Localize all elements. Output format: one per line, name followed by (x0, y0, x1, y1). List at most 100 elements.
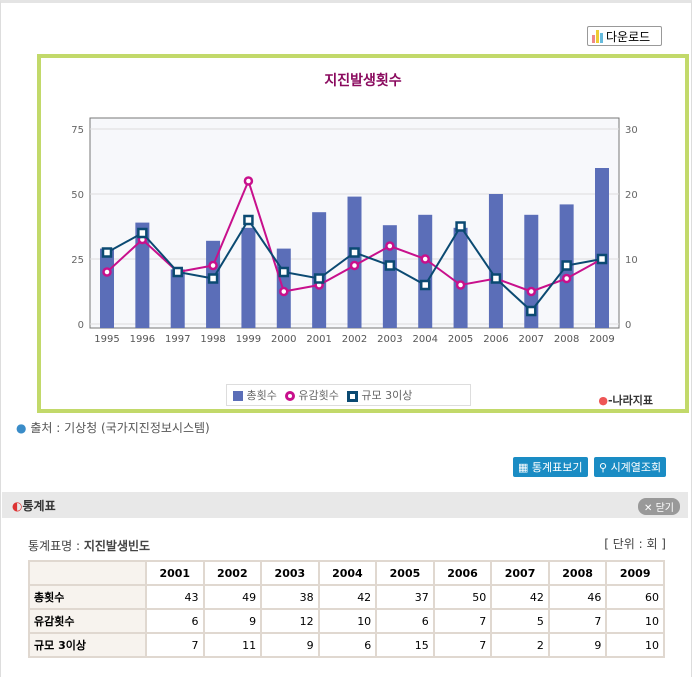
table-cell: 7 (432, 608, 493, 634)
column-header: 2004 (317, 560, 378, 586)
chart-frame: 지진발생횟수 0 25 50 75 0 10 20 30 1995 1996 1997 1998 199… (37, 54, 689, 413)
table-cell: 46 (547, 584, 608, 610)
x-tick-label: 2008 (554, 334, 579, 345)
x-tick-label: 1997 (165, 334, 190, 345)
legend-item-mag3: 규모 3이상 (346, 387, 412, 403)
close-button[interactable]: ✕ 닫기 (638, 498, 680, 515)
table-cell: 9 (260, 632, 320, 658)
table-cell: 11 (202, 632, 263, 658)
table-name: 통계표명 : 지진발생빈도 (28, 539, 151, 553)
bar-total (100, 248, 114, 328)
table-view-button[interactable]: ▦ 통계표보기 (513, 457, 588, 477)
right-tick-label: 0 (625, 320, 631, 331)
left-tick-label: 75 (71, 125, 84, 136)
bar-total (595, 168, 609, 328)
bar-total (382, 225, 397, 328)
table-cell: 10 (317, 608, 378, 634)
table-cell: 37 (375, 584, 435, 610)
x-tick-label: 2003 (377, 334, 402, 345)
table-cell: 60 (605, 584, 665, 610)
corner-cell (28, 560, 147, 586)
point-mag3 (455, 221, 466, 232)
search-icon: ⚲ (599, 460, 611, 474)
column-header: 2002 (202, 560, 263, 586)
point-felt (243, 176, 254, 186)
table-cell: 12 (260, 608, 320, 634)
x-tick-label: 2002 (342, 334, 367, 345)
right-tick-label: 30 (625, 125, 638, 136)
point-felt (420, 254, 430, 264)
x-tick-label: 2007 (519, 334, 544, 345)
right-tick-label: 10 (625, 255, 638, 266)
bar-total (524, 214, 539, 328)
point-felt (279, 286, 289, 297)
table-cell: 6 (375, 608, 435, 634)
bar-total (453, 227, 468, 328)
table-cell: 6 (317, 632, 378, 658)
table-icon: ▦ (518, 460, 532, 474)
point-mag3 (349, 247, 360, 258)
chart-icon (592, 29, 603, 43)
table-cell: 49 (202, 584, 263, 610)
point-felt (526, 286, 537, 297)
table-cell: 9 (547, 632, 608, 658)
legend-item-felt: 유감횟수 (284, 387, 339, 403)
series-view-button[interactable]: ⚲ 시계열조회 (594, 457, 667, 477)
table-cell: 9 (202, 608, 263, 634)
brand-logo: ●-나라지표 (598, 394, 653, 407)
table-cell: 5 (490, 608, 550, 634)
point-felt (385, 241, 395, 251)
table-cell: 43 (145, 584, 205, 610)
point-mag3 (101, 247, 113, 258)
left-tick-label: 50 (71, 190, 84, 201)
unit-label: [ 단위 : 회 ] (604, 537, 666, 551)
table-cell: 7 (145, 632, 205, 658)
chart-title: 지진발생횟수 (324, 73, 402, 89)
x-tick-label: 2005 (448, 334, 473, 345)
x-tick-label: 2001 (306, 334, 331, 345)
table-cell: 10 (605, 632, 665, 658)
point-mag3 (137, 227, 148, 239)
download-button[interactable]: 다운로드 (587, 26, 662, 46)
row-label: 유감횟수 (28, 608, 147, 634)
table-cell: 6 (145, 608, 205, 634)
column-header: 2005 (375, 560, 435, 586)
section-header: ◐통계표 ✕ 닫기 (2, 492, 688, 518)
table-cell: 50 (432, 584, 493, 610)
table-cell: 38 (260, 584, 320, 610)
table-cell: 2 (490, 632, 550, 658)
table-cell: 42 (317, 584, 378, 610)
right-tick-label: 20 (625, 190, 638, 201)
left-tick-label: 0 (78, 320, 84, 331)
legend: 총횟수 유감횟수 규모 3이상 (226, 384, 471, 406)
bar-total (135, 222, 150, 328)
table-cell: 10 (605, 608, 665, 634)
bar-total (312, 212, 327, 328)
point-felt (208, 260, 218, 271)
point-mag3 (278, 266, 290, 278)
point-mag3 (526, 305, 537, 317)
legend-item-total: 총횟수 (233, 387, 277, 403)
table-row: 규모 3이상 7 11 9 6 15 7 2 9 10 (28, 632, 665, 658)
bar-total (488, 194, 503, 328)
point-mag3 (596, 253, 608, 265)
source-text: ● 출처 : 기상청 (국가지진정보시스템) (16, 421, 210, 435)
point-mag3 (313, 273, 325, 284)
point-mag3 (172, 266, 183, 278)
left-tick-label: 25 (71, 255, 84, 266)
x-tick-label: 1995 (94, 334, 119, 345)
x-tick-label: 1998 (200, 334, 225, 345)
column-header: 2003 (260, 560, 320, 586)
column-header: 2009 (605, 560, 665, 586)
download-label: 다운로드 (606, 29, 651, 44)
section-title: ◐통계표 (12, 499, 56, 513)
column-header: 2006 (432, 560, 493, 586)
column-header: 2008 (547, 560, 608, 586)
point-mag3 (561, 260, 572, 271)
x-tick-label: 1999 (236, 334, 261, 345)
column-header: 2001 (145, 560, 205, 586)
x-tick-label: 2004 (412, 334, 437, 345)
point-felt (561, 273, 572, 284)
table-row: 유감횟수 6 9 12 10 6 7 5 7 10 (28, 608, 665, 634)
